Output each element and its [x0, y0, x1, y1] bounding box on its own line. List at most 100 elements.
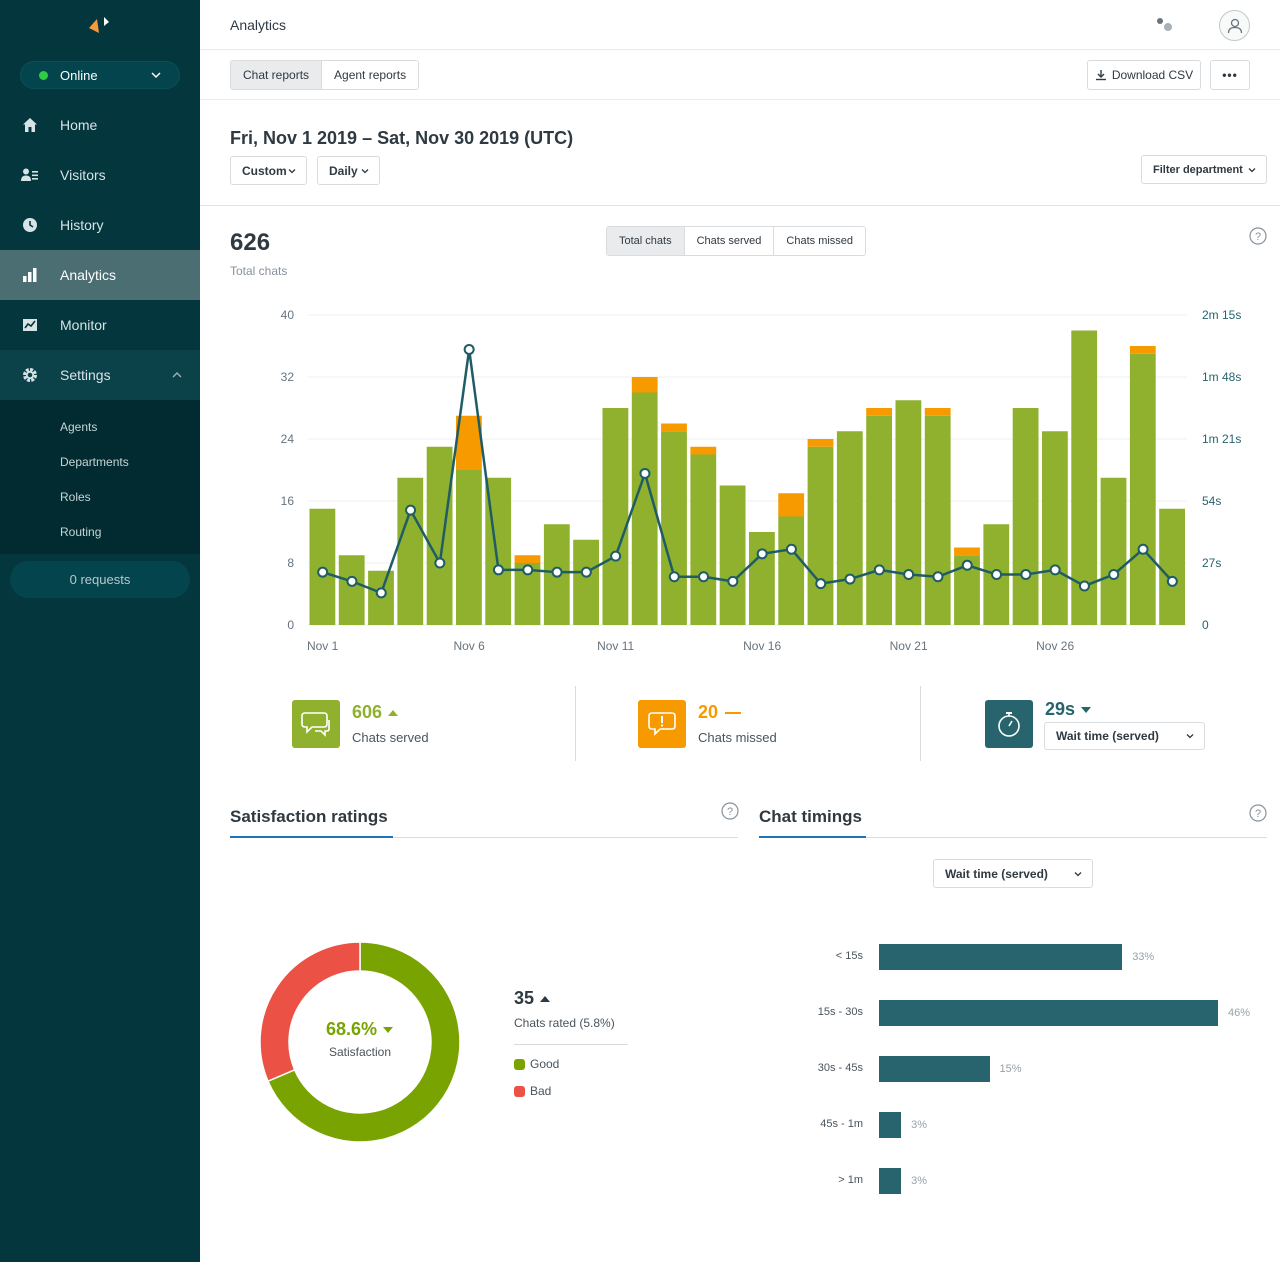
- nav-item-analytics[interactable]: Analytics: [0, 250, 200, 300]
- wait-time-point: [668, 571, 680, 583]
- more-options-button[interactable]: •••: [1210, 60, 1250, 90]
- wait-time-value: 29s: [1045, 699, 1092, 720]
- nav-item-history[interactable]: History: [0, 200, 200, 250]
- interval-select-value: Daily: [329, 163, 358, 178]
- wait-time-point: [434, 557, 446, 569]
- user-avatar[interactable]: [1219, 10, 1250, 41]
- chats-over-time-chart: 0 0 8 27s 16 54s 24 1m 21s 32 1m 48s 40 2m 15s Nov 1…: [281, 308, 1242, 653]
- bar-missed: [807, 439, 834, 447]
- home-icon: [20, 115, 40, 135]
- y2-tick-label: 1m 21s: [1202, 432, 1241, 446]
- bar-served: [749, 532, 775, 625]
- stopwatch-icon: [998, 712, 1020, 737]
- nav-item-monitor[interactable]: Monitor: [0, 300, 200, 350]
- timing-percent-label: 33%: [1132, 951, 1155, 963]
- help-icon[interactable]: ?: [1249, 227, 1267, 245]
- report-type-tabs: Chat reports Agent reports: [230, 60, 420, 90]
- y-tick-label: 24: [281, 432, 295, 446]
- bar-served: [573, 539, 599, 625]
- interval-select[interactable]: Daily: [317, 156, 380, 185]
- timing-percent-label: 3%: [911, 1175, 927, 1187]
- chats-missed-label: Chats missed: [698, 730, 777, 745]
- wait-time-metric-select[interactable]: Wait time (served): [1044, 722, 1205, 750]
- chevron-up-icon: [172, 372, 182, 378]
- satisfaction-label: Satisfaction: [328, 1045, 392, 1059]
- wait-time-point: [405, 504, 417, 516]
- section-underline: [759, 836, 866, 838]
- report-toolbar: Chat reports Agent reports Download CSV …: [200, 50, 1280, 100]
- timing-bar: [879, 1000, 1218, 1026]
- bar-missed: [661, 423, 687, 432]
- download-icon: [1095, 70, 1106, 81]
- nav-item-settings[interactable]: Settings: [0, 350, 200, 400]
- range-select[interactable]: Custom: [230, 156, 307, 185]
- subnav-item-roles[interactable]: Roles: [60, 490, 91, 504]
- zendesk-logo[interactable]: [88, 14, 114, 36]
- tab-chats-missed[interactable]: Chats missed: [774, 227, 866, 255]
- x-tick-label: Nov 16: [743, 639, 781, 653]
- wait-time-point: [463, 343, 475, 355]
- main-nav: Home Visitors History Analytics Monitor: [0, 100, 200, 400]
- bar-missed: [924, 408, 951, 416]
- y2-tick-label: 27s: [1202, 556, 1221, 570]
- wait-time-point: [903, 568, 915, 580]
- timing-bar: [879, 1168, 902, 1194]
- user-icon: [1227, 18, 1242, 33]
- bar-served: [1159, 508, 1185, 625]
- legend-bad-swatch: [514, 1086, 525, 1097]
- tab-agent-reports[interactable]: Agent reports: [322, 61, 419, 89]
- chats-rated-label: Chats rated (5.8%): [514, 1016, 615, 1030]
- bar-missed: [954, 547, 980, 556]
- x-tick-label: Nov 1: [307, 639, 339, 653]
- bar-missed: [1129, 346, 1156, 354]
- range-select-value: Custom: [242, 163, 287, 178]
- trend-down-icon: [1081, 707, 1092, 713]
- help-icon[interactable]: ?: [721, 802, 739, 820]
- legend-rule: [514, 1044, 628, 1045]
- subnav-item-departments[interactable]: Departments: [60, 455, 129, 469]
- subnav-item-routing[interactable]: Routing: [60, 525, 102, 539]
- wait-time-point: [1020, 568, 1032, 580]
- donut-slice-bad: [259, 941, 361, 1083]
- y-tick-label: 40: [281, 308, 295, 322]
- status-selector[interactable]: Online: [20, 61, 180, 89]
- chats-served-value: 606: [352, 702, 399, 723]
- missed-chat-icon: [648, 712, 676, 736]
- filter-department-select[interactable]: Filter department: [1141, 155, 1267, 184]
- requests-counter[interactable]: 0 requests: [10, 561, 190, 598]
- timing-category-label: < 15s: [835, 950, 863, 962]
- nav-label: History: [60, 217, 104, 233]
- apps-dots-icon[interactable]: [1155, 17, 1177, 33]
- y-tick-label: 32: [281, 370, 295, 384]
- section-rule: [759, 837, 1267, 838]
- nav-item-home[interactable]: Home: [0, 100, 200, 150]
- wait-time-point: [756, 548, 768, 560]
- wait-time-number: 29s: [1045, 699, 1076, 719]
- total-chats-value: 626: [230, 229, 271, 256]
- chevron-down-icon: [1074, 871, 1082, 876]
- subnav-item-agents[interactable]: Agents: [60, 420, 98, 434]
- bar-served: [866, 415, 892, 625]
- section-rule: [230, 837, 738, 838]
- chats-missed-badge: [638, 700, 686, 748]
- section-underline: [230, 836, 393, 838]
- status-label: Online: [60, 67, 98, 83]
- wait-time-point: [375, 587, 387, 599]
- y-tick-label: 16: [281, 494, 295, 508]
- nav-item-visitors[interactable]: Visitors: [0, 150, 200, 200]
- tab-total-chats[interactable]: Total chats: [607, 227, 685, 255]
- chats-served-label: Chats served: [352, 730, 429, 745]
- timings-metric-select[interactable]: Wait time (served): [933, 859, 1093, 888]
- timing-category-label: 15s - 30s: [817, 1006, 863, 1018]
- bar-served: [456, 470, 482, 625]
- download-csv-button[interactable]: Download CSV: [1087, 60, 1201, 90]
- wait-time-point: [961, 559, 973, 571]
- wait-time-point: [492, 564, 504, 576]
- satisfaction-donut-chart: [259, 941, 461, 1143]
- chats-missed-number: 20: [698, 702, 719, 722]
- help-icon[interactable]: ?: [1249, 804, 1267, 822]
- wait-time-point: [580, 566, 592, 578]
- tab-chat-reports[interactable]: Chat reports: [231, 61, 323, 89]
- online-status-dot: [39, 70, 48, 80]
- tab-chats-served[interactable]: Chats served: [684, 227, 775, 255]
